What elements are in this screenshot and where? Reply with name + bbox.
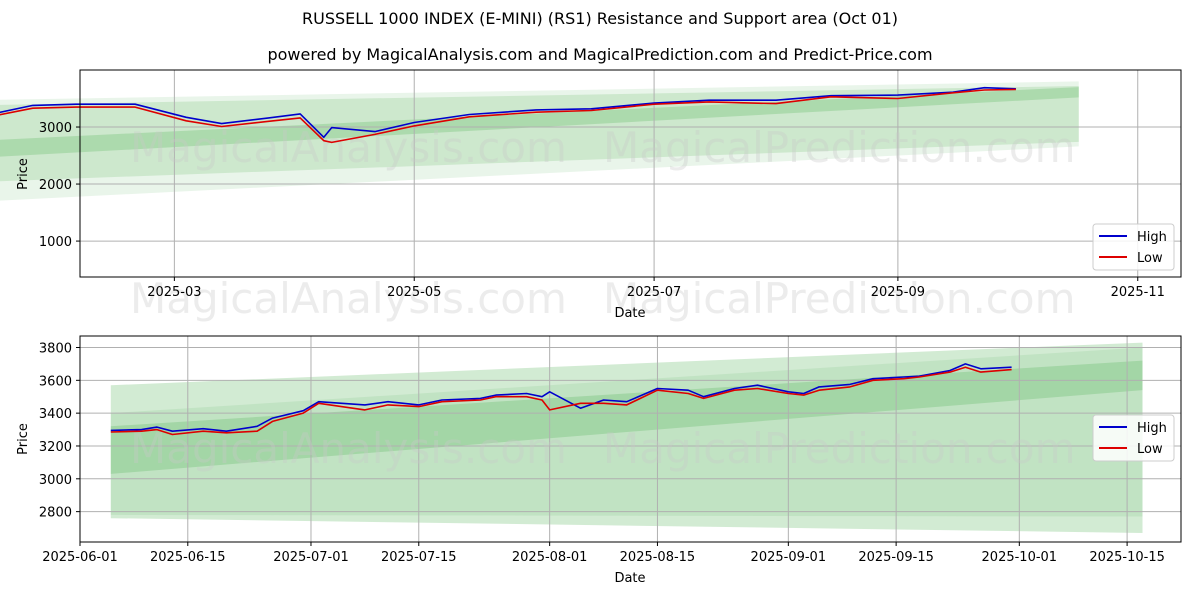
x-tick-label: 2025-07-01 [273,550,349,565]
y-tick-label: 3000 [39,121,72,136]
x-tick-label: 2025-06-15 [150,550,226,565]
chart-title: RUSSELL 1000 INDEX (E-MINI) (RS1) Resist… [301,9,898,28]
y-axis-label: Price [16,423,31,455]
x-tick-label: 2025-10-01 [982,550,1058,565]
x-axis-label: Date [614,571,645,586]
y-tick-label: 3800 [39,341,72,356]
support-resistance-band [110,342,1143,533]
x-axis-label: Date [614,306,645,321]
x-tick-label: 2025-03 [147,285,201,300]
watermark-text: MagicalPrediction.com [603,123,1076,172]
series-high-line [110,363,1012,433]
series-high-line [0,86,1016,139]
support-resistance-band [0,87,1079,157]
y-tick-label: 3600 [39,374,72,389]
legend-high-label: High [1137,230,1167,245]
support-resistance-band [0,81,1079,201]
y-axis-label: Price [16,158,31,190]
watermark-text: MagicalAnalysis.com [130,424,567,473]
y-tick-label: 3000 [39,473,72,488]
x-tick-label: 2025-08-01 [512,550,588,565]
x-tick-label: 2025-07 [627,285,681,300]
watermark-text: MagicalAnalysis.com [130,123,567,172]
chart-subtitle: powered by MagicalAnalysis.com and Magic… [267,45,933,64]
legend: High Low [1092,414,1175,462]
x-tick-label: 2025-09 [871,285,925,300]
x-tick-label: 2025-07-15 [381,550,457,565]
support-resistance-band [0,85,1079,182]
series-low-line [110,366,1012,436]
y-tick-label: 2000 [39,178,72,193]
series-low-line [0,88,1016,144]
legend-low-label: Low [1137,251,1163,266]
legend: High Low [1092,223,1175,271]
x-tick-label: 2025-09-15 [858,550,934,565]
y-tick-label: 1000 [39,235,72,250]
y-tick-label: 2800 [39,506,72,521]
x-tick-label: 2025-09-01 [751,550,827,565]
x-tick-label: 2025-06-01 [42,550,118,565]
x-tick-label: 2025-05 [387,285,441,300]
x-tick-label: 2025-11 [1111,285,1165,300]
support-resistance-band [110,347,1143,517]
plot-frame [79,69,1182,278]
legend-low-label: Low [1137,442,1163,457]
watermark-text: MagicalAnalysis.com [130,274,567,323]
legend-high-label: High [1137,421,1167,436]
watermark-text: MagicalPrediction.com [603,274,1076,323]
x-tick-label: 2025-10-15 [1089,550,1165,565]
y-tick-label: 3200 [39,440,72,455]
watermark-text: MagicalPrediction.com [603,424,1076,473]
plot-frame [79,335,1182,543]
y-tick-label: 3400 [39,407,72,422]
x-tick-label: 2025-08-15 [620,550,696,565]
